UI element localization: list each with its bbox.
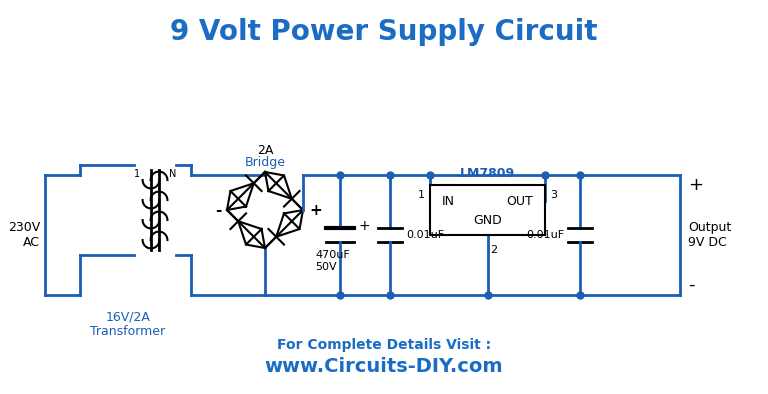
Text: +: + (309, 203, 322, 217)
Text: 470uF
50V: 470uF 50V (315, 250, 349, 271)
Text: For Complete Details Visit :: For Complete Details Visit : (277, 338, 491, 352)
Text: 9 Volt Power Supply Circuit: 9 Volt Power Supply Circuit (170, 18, 598, 46)
Text: 3: 3 (550, 190, 557, 200)
Text: OUT: OUT (506, 195, 533, 208)
Bar (430, 185, 545, 235)
Text: 1: 1 (418, 190, 425, 200)
Text: N: N (169, 169, 177, 179)
Text: Output
9V DC: Output 9V DC (688, 221, 731, 249)
Text: 16V/2A
Transformer: 16V/2A Transformer (91, 310, 165, 338)
Text: +: + (688, 176, 703, 194)
Text: IN: IN (442, 195, 455, 208)
Text: -: - (214, 203, 221, 217)
Text: +: + (358, 219, 369, 233)
Text: 0.01uF: 0.01uF (526, 230, 564, 240)
Text: GND: GND (473, 214, 502, 227)
Text: www.Circuits-DIY.com: www.Circuits-DIY.com (265, 357, 503, 377)
Text: 2: 2 (491, 245, 498, 255)
Text: 230V
AC: 230V AC (8, 221, 40, 249)
Text: Bridge: Bridge (244, 156, 286, 169)
Text: 2A: 2A (257, 143, 273, 156)
Text: 1: 1 (134, 169, 140, 179)
Text: 0.01uF: 0.01uF (406, 230, 444, 240)
Text: -: - (688, 276, 694, 294)
Text: LM7809: LM7809 (460, 167, 515, 180)
